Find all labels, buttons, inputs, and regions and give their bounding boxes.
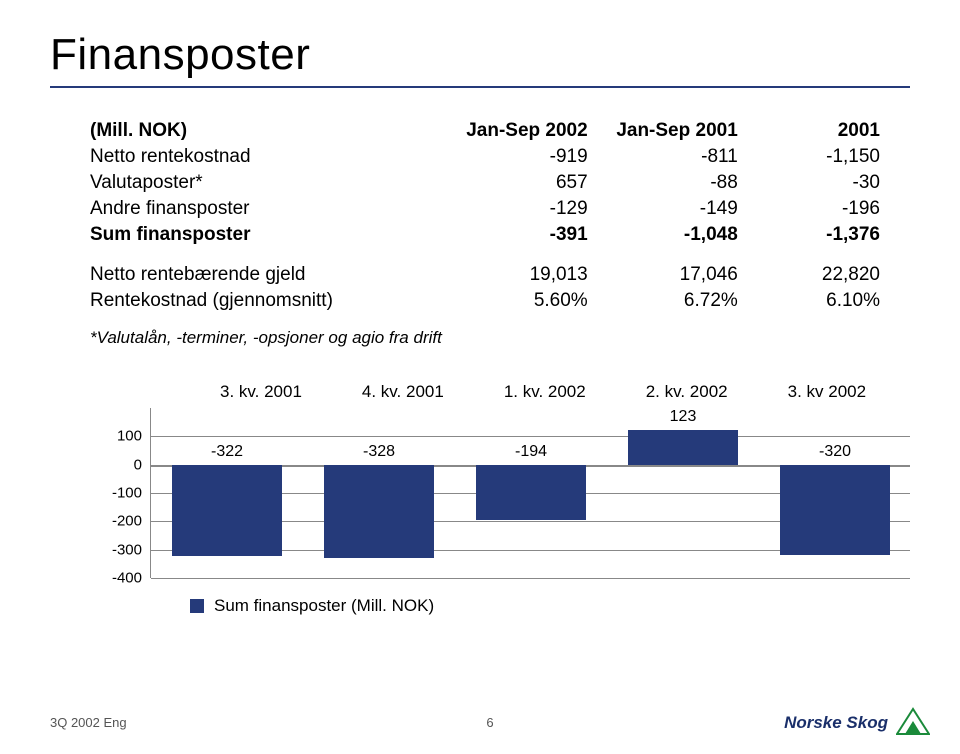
logo-text: Norske Skog bbox=[784, 713, 888, 733]
chart-bar bbox=[628, 430, 738, 465]
chart-bar bbox=[476, 465, 586, 520]
chart-y-tick: -200 bbox=[90, 513, 142, 530]
logo-icon bbox=[896, 707, 930, 738]
table-cell: 6.72% bbox=[588, 288, 738, 314]
chart-y-axis: 1000-100-200-300-400 bbox=[90, 408, 150, 578]
table-cell: -1,150 bbox=[738, 144, 880, 170]
chart-bar-label: -194 bbox=[501, 443, 561, 461]
chart-bar bbox=[172, 465, 282, 556]
chart-bar bbox=[324, 465, 434, 558]
footer: 3Q 2002 Eng 6 Norske Skog bbox=[50, 707, 930, 738]
chart-category-label: 3. kv 2002 bbox=[788, 382, 866, 402]
title-rule bbox=[50, 86, 910, 88]
hdr-c1: Jan-Sep 2002 bbox=[438, 118, 588, 144]
slide: Finansposter (Mill. NOK) Jan-Sep 2002 Ja… bbox=[0, 0, 960, 754]
chart-bar-label: -328 bbox=[349, 443, 409, 461]
table-cell: 6.10% bbox=[738, 288, 880, 314]
chart-category-label: 3. kv. 2001 bbox=[220, 382, 302, 402]
chart-category-legend: 3. kv. 2001 4. kv. 2001 1. kv. 2002 2. kv. … bbox=[220, 382, 910, 402]
chart-bar-label: 123 bbox=[653, 408, 713, 426]
table-cell: 22,820 bbox=[738, 262, 880, 288]
table-cell: -30 bbox=[738, 170, 880, 196]
chart-category-label: 2. kv. 2002 bbox=[646, 382, 728, 402]
table-row: Sum finansposter-391-1,048-1,376 bbox=[90, 222, 880, 248]
chart-category-label: 4. kv. 2001 bbox=[362, 382, 444, 402]
table-header-row: (Mill. NOK) Jan-Sep 2002 Jan-Sep 2001 20… bbox=[90, 118, 880, 144]
table-cell: 17,046 bbox=[588, 262, 738, 288]
table-cell: -919 bbox=[438, 144, 588, 170]
table-row: Valutaposter*657-88-30 bbox=[90, 170, 880, 196]
hdr-label: (Mill. NOK) bbox=[90, 118, 438, 144]
chart-plot-area: -322 -328 -194 123 -320 bbox=[150, 408, 910, 578]
chart-gridline bbox=[151, 436, 910, 437]
table-row: Rentekostnad (gjennomsnitt)5.60%6.72%6.1… bbox=[90, 288, 880, 314]
table-cell: -1,048 bbox=[588, 222, 738, 248]
table-row: Netto rentekostnad-919-811-1,150 bbox=[90, 144, 880, 170]
chart-y-tick: -400 bbox=[90, 570, 142, 587]
footer-logo: Norske Skog bbox=[784, 707, 930, 738]
table-cell: -129 bbox=[438, 196, 588, 222]
table-cell: -149 bbox=[588, 196, 738, 222]
table-cell: -1,376 bbox=[738, 222, 880, 248]
chart-y-tick: -100 bbox=[90, 485, 142, 502]
footer-page: 6 bbox=[486, 715, 493, 730]
chart-category-label: 1. kv. 2002 bbox=[504, 382, 586, 402]
table-row: Andre finansposter-129-149-196 bbox=[90, 196, 880, 222]
financial-table: (Mill. NOK) Jan-Sep 2002 Jan-Sep 2001 20… bbox=[90, 118, 880, 314]
hdr-c2: Jan-Sep 2001 bbox=[588, 118, 738, 144]
table-cell: -196 bbox=[738, 196, 880, 222]
table-cell: -88 bbox=[588, 170, 738, 196]
chart-plot: 1000-100-200-300-400 -322-328-194123-320 bbox=[90, 408, 910, 578]
footnote: *Valutalån, -terminer, -opsjoner og agio… bbox=[90, 328, 910, 348]
chart-y-tick: 100 bbox=[90, 428, 142, 445]
table-cell: Valutaposter* bbox=[90, 170, 438, 196]
table-cell: Netto rentebærende gjeld bbox=[90, 262, 438, 288]
table-cell: 657 bbox=[438, 170, 588, 196]
table-cell: 5.60% bbox=[438, 288, 588, 314]
chart-y-tick: 0 bbox=[90, 456, 142, 473]
footer-left: 3Q 2002 Eng bbox=[50, 715, 127, 730]
table-cell: Sum finansposter bbox=[90, 222, 438, 248]
hdr-c3: 2001 bbox=[738, 118, 880, 144]
chart-bar-label: -322 bbox=[197, 443, 257, 461]
legend-label: Sum finansposter (Mill. NOK) bbox=[214, 596, 434, 616]
table-cell: 19,013 bbox=[438, 262, 588, 288]
chart-bar-label: -320 bbox=[805, 443, 865, 461]
table-cell: Andre finansposter bbox=[90, 196, 438, 222]
table-cell: Netto rentekostnad bbox=[90, 144, 438, 170]
chart: 3. kv. 2001 4. kv. 2001 1. kv. 2002 2. kv. … bbox=[90, 382, 910, 616]
table-cell: Rentekostnad (gjennomsnitt) bbox=[90, 288, 438, 314]
chart-bar bbox=[780, 465, 890, 556]
chart-series-legend: Sum finansposter (Mill. NOK) bbox=[190, 596, 910, 616]
table-cell: -391 bbox=[438, 222, 588, 248]
table-row: Netto rentebærende gjeld19,01317,04622,8… bbox=[90, 262, 880, 288]
legend-swatch bbox=[190, 599, 204, 613]
chart-gridline bbox=[151, 578, 910, 579]
page-title: Finansposter bbox=[50, 30, 910, 80]
chart-y-tick: -300 bbox=[90, 541, 142, 558]
table-cell: -811 bbox=[588, 144, 738, 170]
table: (Mill. NOK) Jan-Sep 2002 Jan-Sep 2001 20… bbox=[90, 118, 880, 314]
